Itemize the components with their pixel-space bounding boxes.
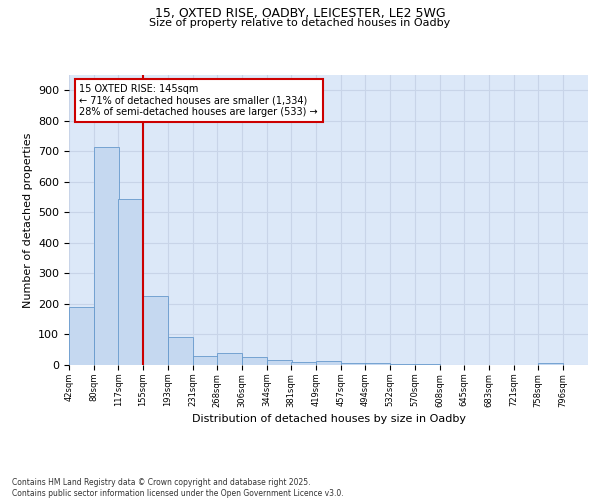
- Bar: [143, 296, 168, 365]
- X-axis label: Distribution of detached houses by size in Oadby: Distribution of detached houses by size …: [191, 414, 466, 424]
- Bar: [267, 360, 292, 365]
- Bar: [118, 198, 143, 365]
- Bar: [341, 364, 366, 365]
- Text: 15 OXTED RISE: 145sqm
← 71% of detached houses are smaller (1,334)
28% of semi-d: 15 OXTED RISE: 145sqm ← 71% of detached …: [79, 84, 318, 117]
- Bar: [538, 364, 563, 365]
- Bar: [94, 146, 119, 365]
- Bar: [242, 357, 267, 365]
- Y-axis label: Number of detached properties: Number of detached properties: [23, 132, 32, 308]
- Bar: [217, 353, 242, 365]
- Bar: [193, 356, 218, 365]
- Bar: [365, 362, 390, 365]
- Text: Contains HM Land Registry data © Crown copyright and database right 2025.
Contai: Contains HM Land Registry data © Crown c…: [12, 478, 344, 498]
- Bar: [415, 364, 440, 365]
- Bar: [390, 364, 415, 365]
- Text: Size of property relative to detached houses in Oadby: Size of property relative to detached ho…: [149, 18, 451, 28]
- Bar: [69, 307, 94, 365]
- Bar: [168, 337, 193, 365]
- Bar: [316, 361, 341, 365]
- Text: 15, OXTED RISE, OADBY, LEICESTER, LE2 5WG: 15, OXTED RISE, OADBY, LEICESTER, LE2 5W…: [155, 8, 445, 20]
- Bar: [291, 362, 316, 365]
